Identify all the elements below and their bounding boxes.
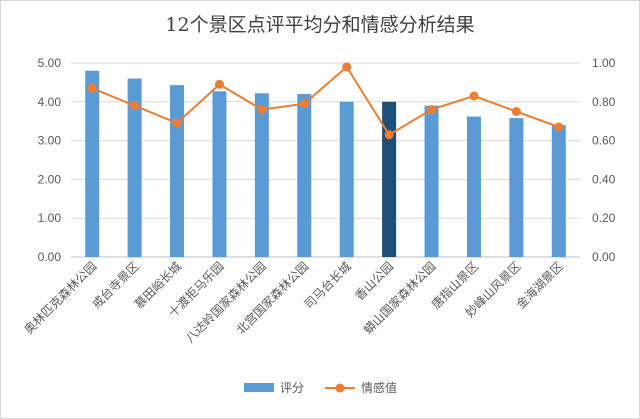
- bar: [551, 125, 566, 257]
- right-axis-tick-label: 0.80: [592, 95, 616, 109]
- category-label: 蟒山国家森林公园: [360, 259, 438, 337]
- sentiment-point: [469, 91, 479, 101]
- sentiment-point: [214, 79, 224, 89]
- sentiment-point: [172, 118, 182, 128]
- bar: [424, 105, 439, 258]
- bar: [170, 85, 185, 257]
- bar: [382, 101, 397, 257]
- left-axis-tick-label: 2.00: [38, 172, 62, 186]
- legend-bar-label: 评分: [280, 381, 304, 395]
- left-axis-tick-label: 1.00: [38, 211, 62, 225]
- legend-bar-swatch: [244, 383, 274, 392]
- sentiment-point: [130, 101, 140, 111]
- bar: [339, 101, 354, 257]
- legend-line-label: 情感值: [361, 380, 397, 395]
- bar: [254, 93, 269, 257]
- category-label: 八达岭国家森林公园: [182, 259, 269, 346]
- right-axis-tick-label: 0.00: [592, 250, 616, 264]
- category-label: 奥林匹克森林公园: [21, 259, 99, 337]
- bar: [297, 94, 312, 257]
- category-label: 香山公园: [352, 259, 396, 303]
- right-axis-tick-label: 0.40: [592, 172, 616, 186]
- bar: [509, 118, 524, 257]
- sentiment-point: [427, 105, 437, 115]
- sentiment-point: [384, 130, 394, 140]
- right-axis-tick-label: 0.20: [592, 211, 616, 225]
- bar: [127, 78, 142, 258]
- sentiment-point: [299, 99, 309, 109]
- bar: [212, 91, 227, 257]
- sentiment-point: [342, 62, 352, 72]
- sentiment-point: [511, 107, 521, 116]
- chart-title: 12个景区点评平均分和情感分析结果: [165, 14, 475, 36]
- sentiment-line: [91, 65, 560, 137]
- left-axis-tick-label: 5.00: [38, 56, 62, 70]
- left-axis-tick-label: 0.00: [38, 250, 62, 264]
- category-label: 北宫国家森林公园: [233, 259, 311, 337]
- left-axis-tick-label: 4.00: [38, 95, 62, 109]
- sentiment-point: [257, 105, 267, 115]
- legend-line-marker: [335, 383, 345, 393]
- bar: [466, 116, 481, 257]
- left-axis-tick-label: 3.00: [38, 134, 62, 148]
- right-axis-tick-label: 0.60: [592, 134, 616, 148]
- sentiment-point: [87, 83, 97, 93]
- bar: [85, 70, 100, 257]
- right-axis-tick-label: 1.00: [592, 56, 616, 70]
- sentiment-point: [554, 122, 564, 132]
